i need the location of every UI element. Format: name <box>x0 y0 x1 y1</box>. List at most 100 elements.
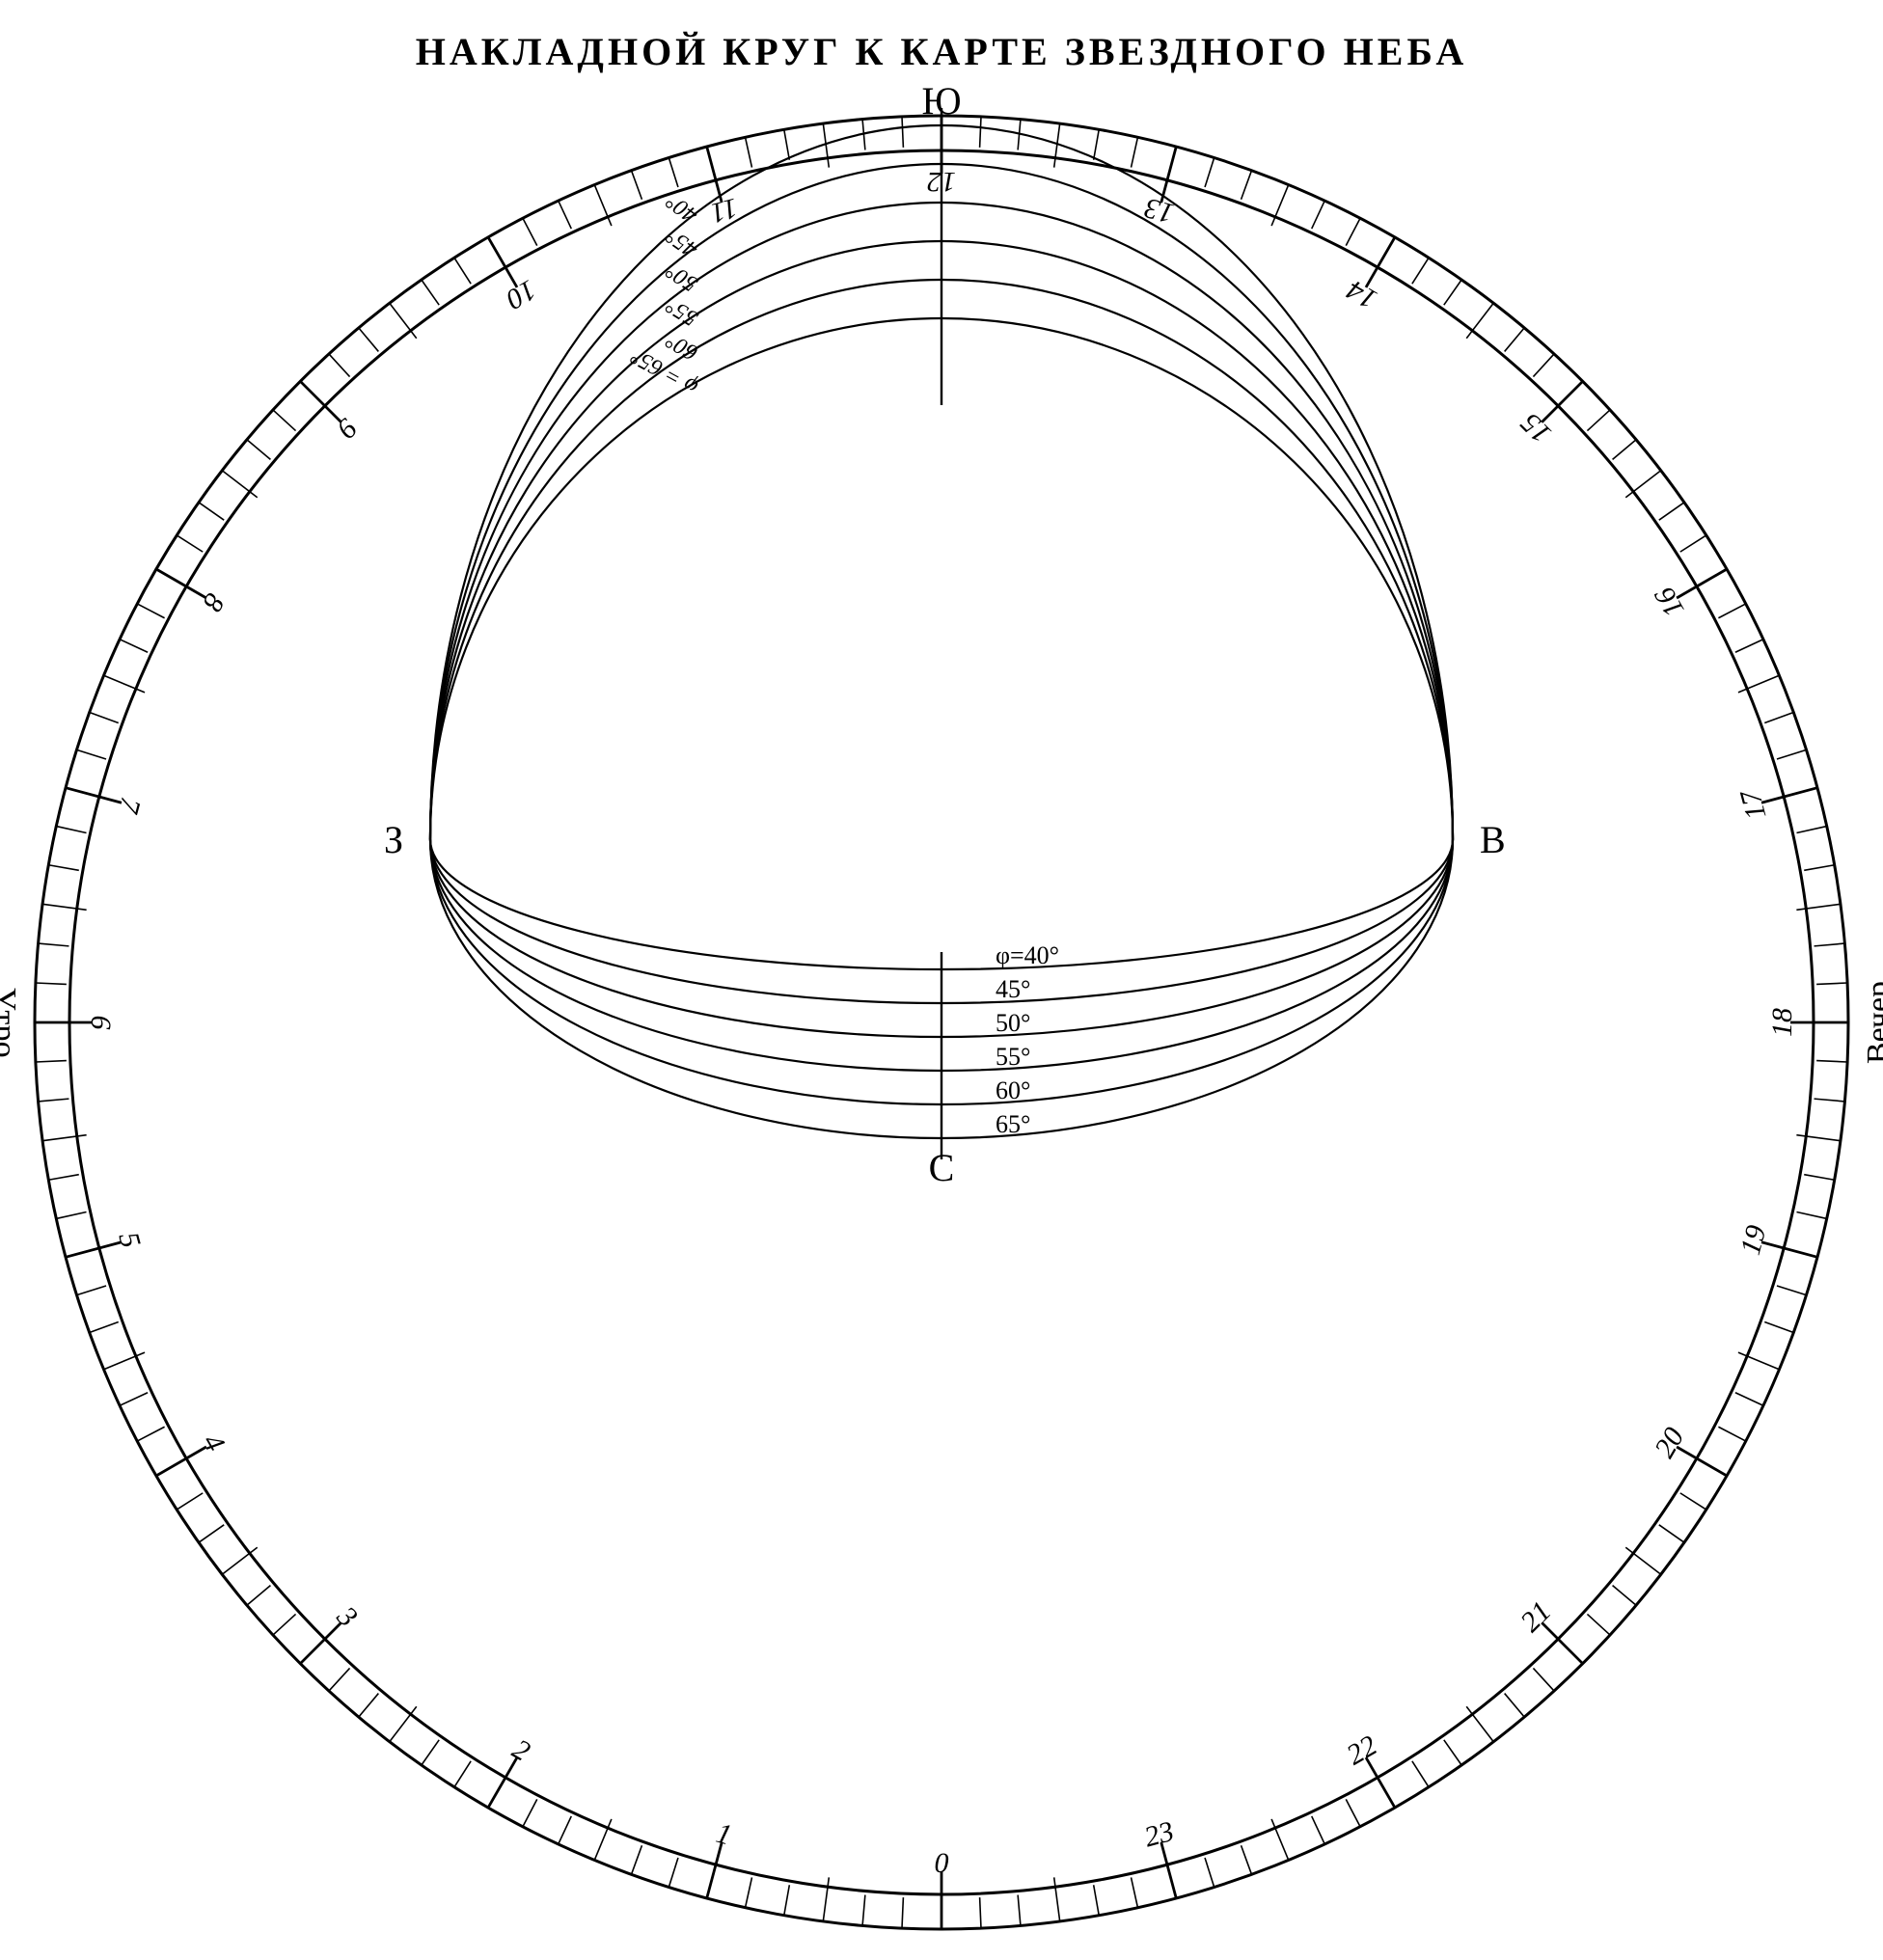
minor-tick <box>1412 1761 1429 1787</box>
hour-tick <box>300 1622 341 1663</box>
minor-tick <box>42 904 87 910</box>
minor-tick <box>1816 983 1847 984</box>
minor-tick <box>1680 1493 1706 1510</box>
minor-tick <box>1444 280 1461 305</box>
minor-tick <box>222 471 257 498</box>
planisphere-overlay-diagram: 01234567891011121314151617181920212223По… <box>0 0 1883 1960</box>
minor-tick <box>632 171 642 200</box>
minor-tick <box>39 1099 69 1102</box>
minor-tick <box>177 1493 203 1510</box>
minor-tick <box>1804 865 1835 871</box>
minor-tick <box>669 1858 678 1888</box>
minor-tick <box>247 440 271 460</box>
hour-tick <box>707 1842 723 1898</box>
minor-tick <box>359 328 379 352</box>
hour-label: 13 <box>1141 191 1178 230</box>
minor-tick <box>1659 503 1684 520</box>
hour-label: 4 <box>196 1429 231 1456</box>
minor-tick <box>669 158 678 188</box>
minor-tick <box>120 640 148 653</box>
minor-tick <box>902 1897 903 1928</box>
minor-tick <box>1466 1706 1493 1741</box>
minor-tick <box>36 983 67 984</box>
minor-tick <box>980 1897 981 1928</box>
minor-tick <box>1613 1586 1637 1606</box>
minor-tick <box>77 749 107 759</box>
minor-tick <box>1533 1668 1554 1691</box>
hour-tick <box>707 147 723 203</box>
minor-tick <box>784 1885 790 1916</box>
minor-tick <box>1777 1286 1807 1295</box>
minor-tick <box>390 303 417 338</box>
minor-tick <box>222 1547 257 1574</box>
minor-tick <box>1815 943 1845 946</box>
minor-tick <box>1018 1895 1021 1926</box>
minor-tick <box>247 1586 271 1606</box>
minor-tick <box>1412 258 1429 284</box>
hour-label: 8 <box>196 588 231 616</box>
latitude-label-top: 45° <box>662 223 703 262</box>
minor-tick <box>1466 303 1493 338</box>
hour-tick <box>1761 1242 1817 1258</box>
label-morning: Утро <box>0 987 22 1057</box>
minor-tick <box>1625 1547 1660 1574</box>
hour-label: 14 <box>1341 274 1381 316</box>
minor-tick <box>36 1061 67 1062</box>
minor-tick <box>390 1706 417 1741</box>
minor-tick <box>746 1877 752 1907</box>
minor-tick <box>56 827 86 833</box>
hour-tick <box>66 1242 122 1258</box>
minor-tick <box>1242 1845 1252 1874</box>
minor-tick <box>137 1427 164 1441</box>
minor-tick <box>1094 1885 1100 1916</box>
minor-tick <box>559 1816 572 1844</box>
minor-tick <box>1735 640 1763 653</box>
hour-label: 20 <box>1649 1422 1691 1462</box>
minor-tick <box>1587 410 1610 431</box>
hour-label: 17 <box>1733 785 1772 823</box>
minor-tick <box>1346 218 1360 245</box>
latitude-label-bottom: φ=40° <box>996 941 1059 969</box>
hour-label: 1 <box>713 1817 735 1852</box>
minor-tick <box>329 354 350 377</box>
minor-tick <box>42 1135 87 1141</box>
minor-tick <box>523 218 537 245</box>
minor-tick <box>1054 1877 1060 1921</box>
hour-label: 0 <box>935 1847 949 1879</box>
hour-tick <box>300 381 341 422</box>
minor-tick <box>1533 354 1554 377</box>
minor-tick <box>1444 1740 1461 1765</box>
minor-tick <box>1242 171 1252 200</box>
label-east: В <box>1480 818 1506 861</box>
minor-tick <box>1312 201 1325 229</box>
hour-label: 11 <box>707 192 741 230</box>
minor-tick <box>1804 1175 1835 1181</box>
minor-tick <box>199 1525 224 1542</box>
minor-tick <box>1816 1061 1847 1062</box>
minor-tick <box>273 410 296 431</box>
latitude-label-bottom: 45° <box>996 975 1030 1003</box>
minor-tick <box>77 1286 107 1295</box>
hour-label: 19 <box>1734 1222 1773 1259</box>
minor-tick <box>120 1393 148 1406</box>
minor-tick <box>559 201 572 229</box>
minor-tick <box>422 1740 439 1765</box>
minor-tick <box>273 1614 296 1635</box>
minor-tick <box>1205 158 1214 188</box>
hour-label: 16 <box>1649 582 1691 622</box>
minor-tick <box>823 1877 829 1921</box>
minor-tick <box>1796 827 1826 833</box>
minor-tick <box>1094 129 1100 160</box>
minor-tick <box>1312 1816 1325 1844</box>
hour-tick <box>1161 147 1177 203</box>
label-west: З <box>384 818 403 861</box>
minor-tick <box>56 1212 86 1219</box>
latitude-label-bottom: 50° <box>996 1009 1030 1037</box>
hour-label: 10 <box>501 274 541 316</box>
latitude-label-top: 50° <box>662 258 703 296</box>
hour-label: 7 <box>112 794 147 818</box>
hour-tick <box>66 788 122 803</box>
minor-tick <box>784 129 790 160</box>
latitude-label-bottom: 60° <box>996 1076 1030 1104</box>
label-south: Ю <box>921 79 961 122</box>
